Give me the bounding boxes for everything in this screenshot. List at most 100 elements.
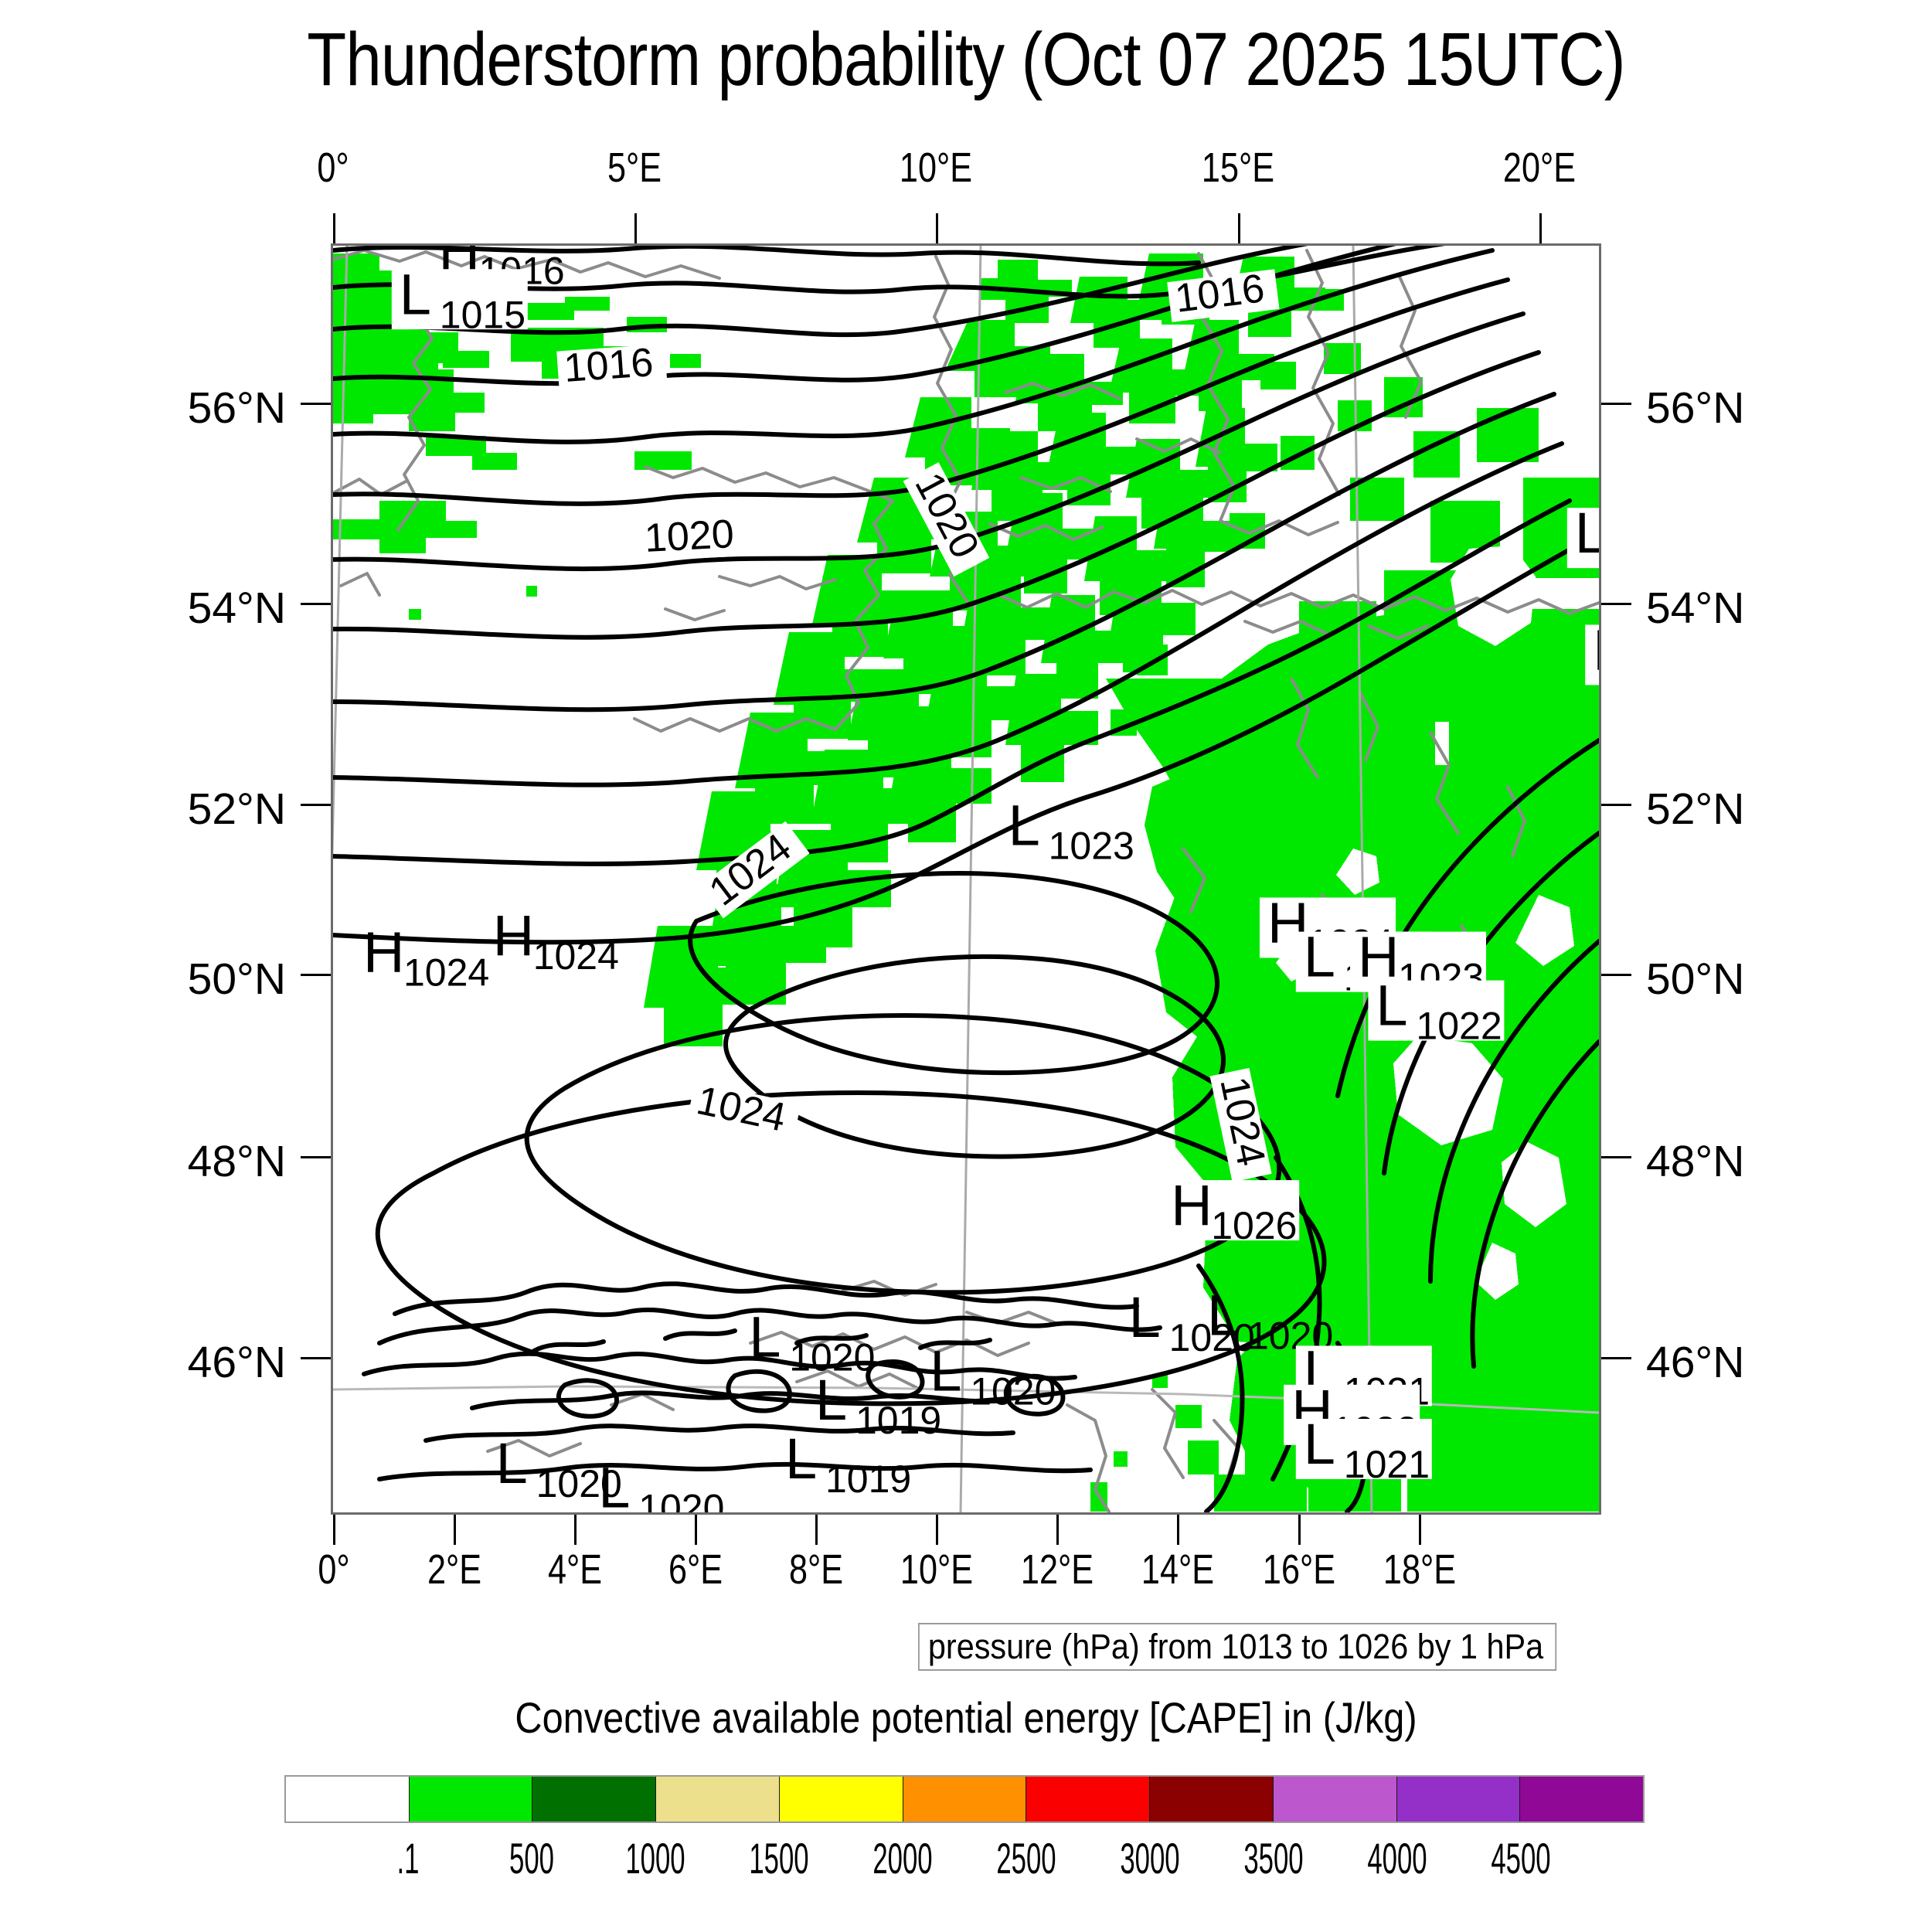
- colorbar-swatch-0: [286, 1777, 409, 1821]
- low-pressure-marker: L 1020: [496, 1431, 622, 1505]
- svg-text:H: H: [1358, 925, 1399, 989]
- lat-tick-right-5: 46°N: [1646, 1338, 1745, 1387]
- svg-text:1020: 1020: [644, 512, 736, 561]
- page-title: Thunderstorm probability (Oct 07 2025 15…: [307, 17, 1625, 101]
- svg-text:1021: 1021: [1344, 1443, 1430, 1486]
- low-pressure-marker: L 1020: [598, 1456, 724, 1512]
- lon-tick-bottom-7: 14°E: [1141, 1546, 1215, 1593]
- svg-text:L: L: [815, 1368, 847, 1432]
- low-pressure-marker: L 1015: [391, 262, 528, 336]
- svg-text:L: L: [400, 262, 431, 326]
- colorbar-label-3500: 3500: [1243, 1834, 1304, 1883]
- svg-text:L: L: [930, 1338, 961, 1403]
- svg-text:1016: 1016: [563, 340, 655, 391]
- isobar-layer: [333, 246, 1599, 1512]
- lat-tick-left-5: 46°N: [187, 1338, 286, 1387]
- svg-text:H: H: [1171, 1173, 1212, 1237]
- colorbar-title: Convective available potential energy [C…: [515, 1693, 1417, 1742]
- svg-text:1023: 1023: [1049, 824, 1134, 867]
- colorbar-swatch-9: [1396, 1777, 1520, 1821]
- lon-tick-bottom-8: 16°E: [1262, 1546, 1336, 1593]
- low-pressure-marker: L 1020: [1129, 1285, 1255, 1359]
- svg-text:1020: 1020: [1169, 1316, 1255, 1359]
- colorbar-swatch-7: [1149, 1777, 1273, 1821]
- lat-tick-left-0: 56°N: [187, 383, 286, 433]
- colorbar-label-.1: .1: [396, 1834, 420, 1883]
- svg-text:1024: 1024: [693, 1078, 790, 1141]
- extrema-marker-layer: H1016L1015L1HL1023H1024H1024H1024L1023H1…: [363, 246, 1599, 1512]
- svg-text:1015: 1015: [440, 293, 526, 336]
- lon-tick-bottom-5: 10°E: [900, 1546, 974, 1593]
- graticule-layer: [333, 246, 1373, 1512]
- svg-text:1024: 1024: [533, 934, 619, 978]
- low-pressure-marker: L 1020: [749, 1304, 875, 1379]
- svg-text:1016: 1016: [1172, 266, 1267, 321]
- svg-text:1020: 1020: [536, 1462, 622, 1505]
- map-plot-area: 1016 1016 1020 1020 1024 1024: [331, 243, 1601, 1515]
- svg-text:L: L: [1376, 974, 1407, 1038]
- colorbar-label-4500: 4500: [1491, 1834, 1551, 1883]
- low-pressure-marker: L 1019: [815, 1368, 941, 1442]
- colorbar-label-1500: 1500: [749, 1834, 809, 1883]
- low-pressure-marker: L1: [1566, 501, 1599, 569]
- svg-text:L: L: [785, 1427, 817, 1491]
- lat-tick-right-2: 52°N: [1646, 784, 1745, 834]
- lon-tick-bottom-6: 12°E: [1020, 1546, 1094, 1593]
- svg-text:L: L: [496, 1431, 528, 1495]
- svg-text:H: H: [493, 903, 534, 968]
- lat-tick-right-4: 48°N: [1646, 1137, 1745, 1186]
- lat-tick-right-0: 56°N: [1646, 383, 1745, 433]
- svg-text:H: H: [363, 920, 404, 984]
- colorbar-label-3000: 3000: [1120, 1834, 1180, 1883]
- lon-tick-bottom-0: 0°: [318, 1546, 350, 1593]
- lat-tick-left-4: 48°N: [187, 1137, 286, 1186]
- colorbar-swatch-6: [1026, 1777, 1150, 1821]
- pressure-legend: pressure (hPa) from 1013 to 1026 by 1 hP…: [918, 1623, 1557, 1671]
- colorbar-swatch-4: [778, 1777, 903, 1821]
- svg-text:1020: 1020: [789, 1335, 875, 1379]
- svg-text:1019: 1019: [855, 1399, 941, 1442]
- svg-text:L: L: [749, 1304, 781, 1369]
- svg-text:L: L: [1304, 1412, 1335, 1476]
- lat-tick-right-3: 50°N: [1646, 954, 1745, 1004]
- svg-text:L: L: [1575, 501, 1599, 565]
- high-pressure-marker: H: [1585, 617, 1599, 685]
- colorbar-swatch-2: [532, 1777, 656, 1821]
- svg-text:1019: 1019: [825, 1458, 911, 1501]
- svg-text:1026: 1026: [1211, 1204, 1297, 1247]
- lon-tick-top-4: 20°E: [1502, 145, 1577, 191]
- low-pressure-marker: L 1019: [785, 1427, 911, 1501]
- low-pressure-marker: L 1020: [1207, 1284, 1333, 1358]
- svg-text:L: L: [598, 1456, 630, 1512]
- lat-tick-left-2: 52°N: [187, 784, 286, 834]
- lat-tick-right-1: 54°N: [1646, 583, 1745, 633]
- lon-tick-top-2: 10°E: [899, 145, 973, 191]
- lon-tick-bottom-2: 4°E: [547, 1546, 603, 1593]
- colorbar-label-4000: 4000: [1367, 1834, 1427, 1883]
- low-pressure-marker: L 1020: [930, 1338, 1056, 1413]
- low-pressure-marker: L 1022: [1368, 974, 1505, 1048]
- map-canvas: 1016 1016 1020 1020 1024 1024: [333, 246, 1599, 1512]
- svg-text:1022: 1022: [1416, 1005, 1502, 1048]
- lon-tick-bottom-3: 6°E: [668, 1546, 723, 1593]
- svg-text:H: H: [1593, 617, 1599, 682]
- colorbar-label-1000: 1000: [625, 1834, 685, 1883]
- lon-tick-bottom-4: 8°E: [788, 1546, 844, 1593]
- svg-text:1020: 1020: [638, 1487, 724, 1512]
- svg-text:L: L: [1129, 1285, 1161, 1349]
- lat-tick-left-1: 54°N: [187, 583, 286, 633]
- svg-text:L: L: [1304, 925, 1335, 989]
- colorbar-swatch-3: [655, 1777, 779, 1821]
- colorbar-label-2000: 2000: [872, 1834, 933, 1883]
- colorbar-swatch-5: [902, 1777, 1026, 1821]
- colorbar-swatch-10: [1519, 1777, 1644, 1821]
- cape-colorbar: [284, 1775, 1645, 1823]
- colorbar-swatch-8: [1272, 1777, 1396, 1821]
- svg-text:1024: 1024: [403, 951, 489, 994]
- lon-tick-bottom-9: 18°E: [1383, 1546, 1457, 1593]
- svg-text:1020: 1020: [970, 1369, 1056, 1413]
